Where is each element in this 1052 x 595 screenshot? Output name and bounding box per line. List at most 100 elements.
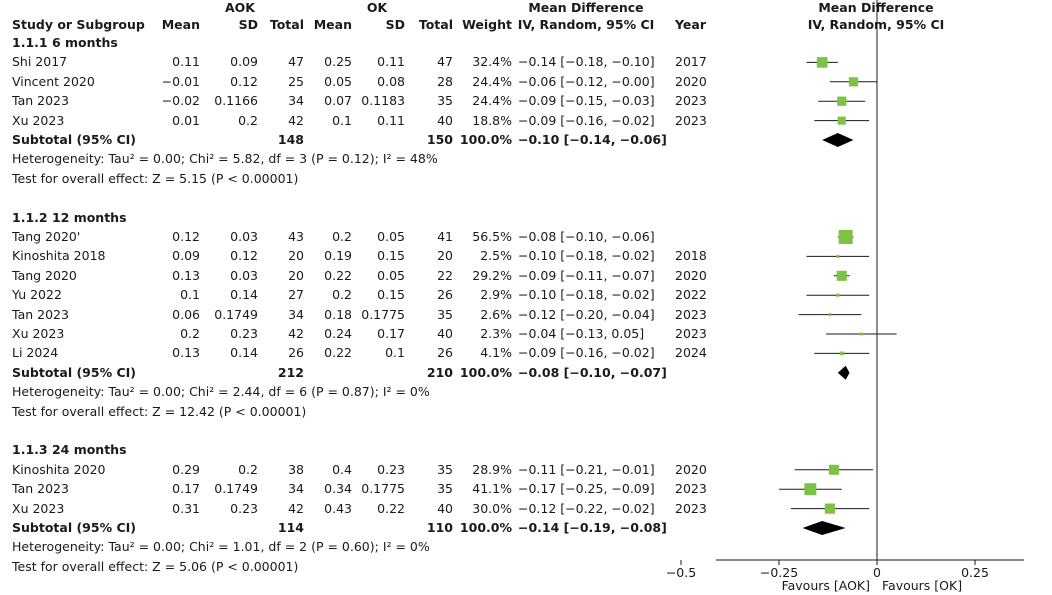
study-mean1: 0.29 [172,461,200,477]
study-point-box [848,77,859,87]
study-point-box [828,464,839,475]
subgroup-title: 1.1.3 24 months [12,442,127,458]
study-year: 2020 [675,461,707,477]
heterogeneity-text: Heterogeneity: Tau² = 0.00; Chi² = 5.82,… [12,151,438,167]
study-n2: 26 [437,345,453,361]
study-mean1: −0.01 [161,73,200,89]
study-n2: 40 [437,326,453,341]
study-name: Tan 2023 [12,306,69,322]
study-point-box [837,116,846,125]
study-n1: 20 [288,248,304,264]
study-weight-label: 56.5% [472,229,512,244]
subtotal-total-aok: 148 [277,132,304,147]
study-sd2: 0.05 [377,229,405,244]
study-n1: 25 [288,73,304,89]
study-n1: 26 [288,345,304,361]
study-sd1: 0.23 [230,326,258,341]
subtotal-total-ok: 150 [426,132,453,147]
study-n2: 35 [437,481,453,497]
plot-title: Mean Difference [818,0,934,15]
study-point-box [816,57,828,68]
study-sd2: 0.17 [377,326,405,341]
study-mean2: 0.2 [332,287,352,303]
study-point-box [859,332,863,336]
study-sd2: 0.1183 [361,93,405,109]
study-ci-label: −0.09 [−0.15, −0.03] [518,93,655,109]
overall-effect-text: Test for overall effect: Z = 5.06 (P < 0… [12,558,299,574]
study-mean1: 0.2 [180,326,200,341]
col-total-ok: Total [418,17,453,32]
study-point-box [836,254,840,258]
study-ci-label: −0.09 [−0.16, −0.02] [518,112,655,128]
study-ci-label: −0.17 [−0.25, −0.09] [518,481,655,497]
study-name: Kinoshita 2018 [12,248,106,264]
study-weight-label: 2.9% [480,287,512,303]
study-mean2: 0.34 [324,481,352,497]
study-name: Xu 2023 [12,326,65,341]
subtotal-total-aok: 212 [277,364,304,380]
study-weight-label: 32.4% [472,54,512,70]
study-n2: 35 [437,93,453,109]
study-sd1: 0.23 [230,500,258,516]
study-ci-label: −0.12 [−0.20, −0.04] [518,306,655,322]
study-ci-label: −0.11 [−0.21, −0.01] [518,461,655,477]
col-sd-ok: SD [385,17,405,32]
study-point-box [824,503,836,514]
study-sd2: 0.11 [377,54,405,70]
study-name: Li 2024 [12,345,59,361]
study-name: Yu 2022 [12,287,62,303]
study-weight-label: 28.9% [472,461,512,477]
study-sd1: 0.12 [230,73,258,89]
study-sd1: 0.1749 [214,481,258,497]
study-n1: 47 [288,54,304,70]
x-tick-label: −0.5 [666,565,696,580]
subtotal-ci: −0.10 [−0.14, −0.06] [518,132,667,147]
study-mean2: 0.2 [332,229,352,244]
x-tick-label: 0 [873,565,881,580]
col-year: Year [675,17,706,32]
study-n1: 27 [288,287,304,303]
study-year: 2023 [675,306,707,322]
col-mean-aok: Mean [161,17,200,32]
study-n1: 43 [288,229,304,244]
study-mean2: 0.1 [332,112,352,128]
study-mean1: 0.17 [172,481,200,497]
study-ci-label: −0.10 [−0.18, −0.02] [518,287,655,303]
study-weight-label: 24.4% [472,93,512,109]
study-mean2: 0.25 [324,54,352,70]
md-column-title: Mean Difference [528,0,644,15]
subtotal-total-aok: 114 [277,520,304,535]
study-n1: 34 [288,306,304,322]
study-sd2: 0.15 [377,287,405,303]
study-point-box [836,293,840,297]
study-weight-label: 24.4% [472,73,512,89]
study-sd2: 0.23 [377,461,405,477]
study-name: Shi 2017 [12,54,68,70]
study-point-box [836,270,847,281]
study-year: 2017 [675,54,707,70]
study-n2: 47 [437,54,453,70]
subtotal-total-ok: 210 [426,364,453,380]
study-sd2: 0.08 [377,73,405,89]
col-total-aok: Total [269,17,304,32]
subtotal-label: Subtotal (95% CI) [12,364,136,380]
study-year: 2020 [675,267,707,283]
study-point-box [804,483,817,496]
study-sd2: 0.15 [377,248,405,264]
study-year: 2023 [675,500,707,516]
study-n2: 40 [437,112,453,128]
study-year: 2023 [675,326,707,341]
favours-left-label: Favours [AOK] [781,578,870,593]
study-weight-label: 30.0% [472,500,512,516]
study-mean1: 0.11 [172,54,200,70]
study-point-box [839,351,844,356]
study-n2: 20 [437,248,453,264]
study-point-box [837,96,847,106]
subtotal-diamond [837,365,850,380]
study-sd1: 0.14 [230,287,258,303]
study-sd1: 0.12 [230,248,258,264]
study-n2: 35 [437,461,453,477]
heterogeneity-text: Heterogeneity: Tau² = 0.00; Chi² = 2.44,… [12,384,430,400]
